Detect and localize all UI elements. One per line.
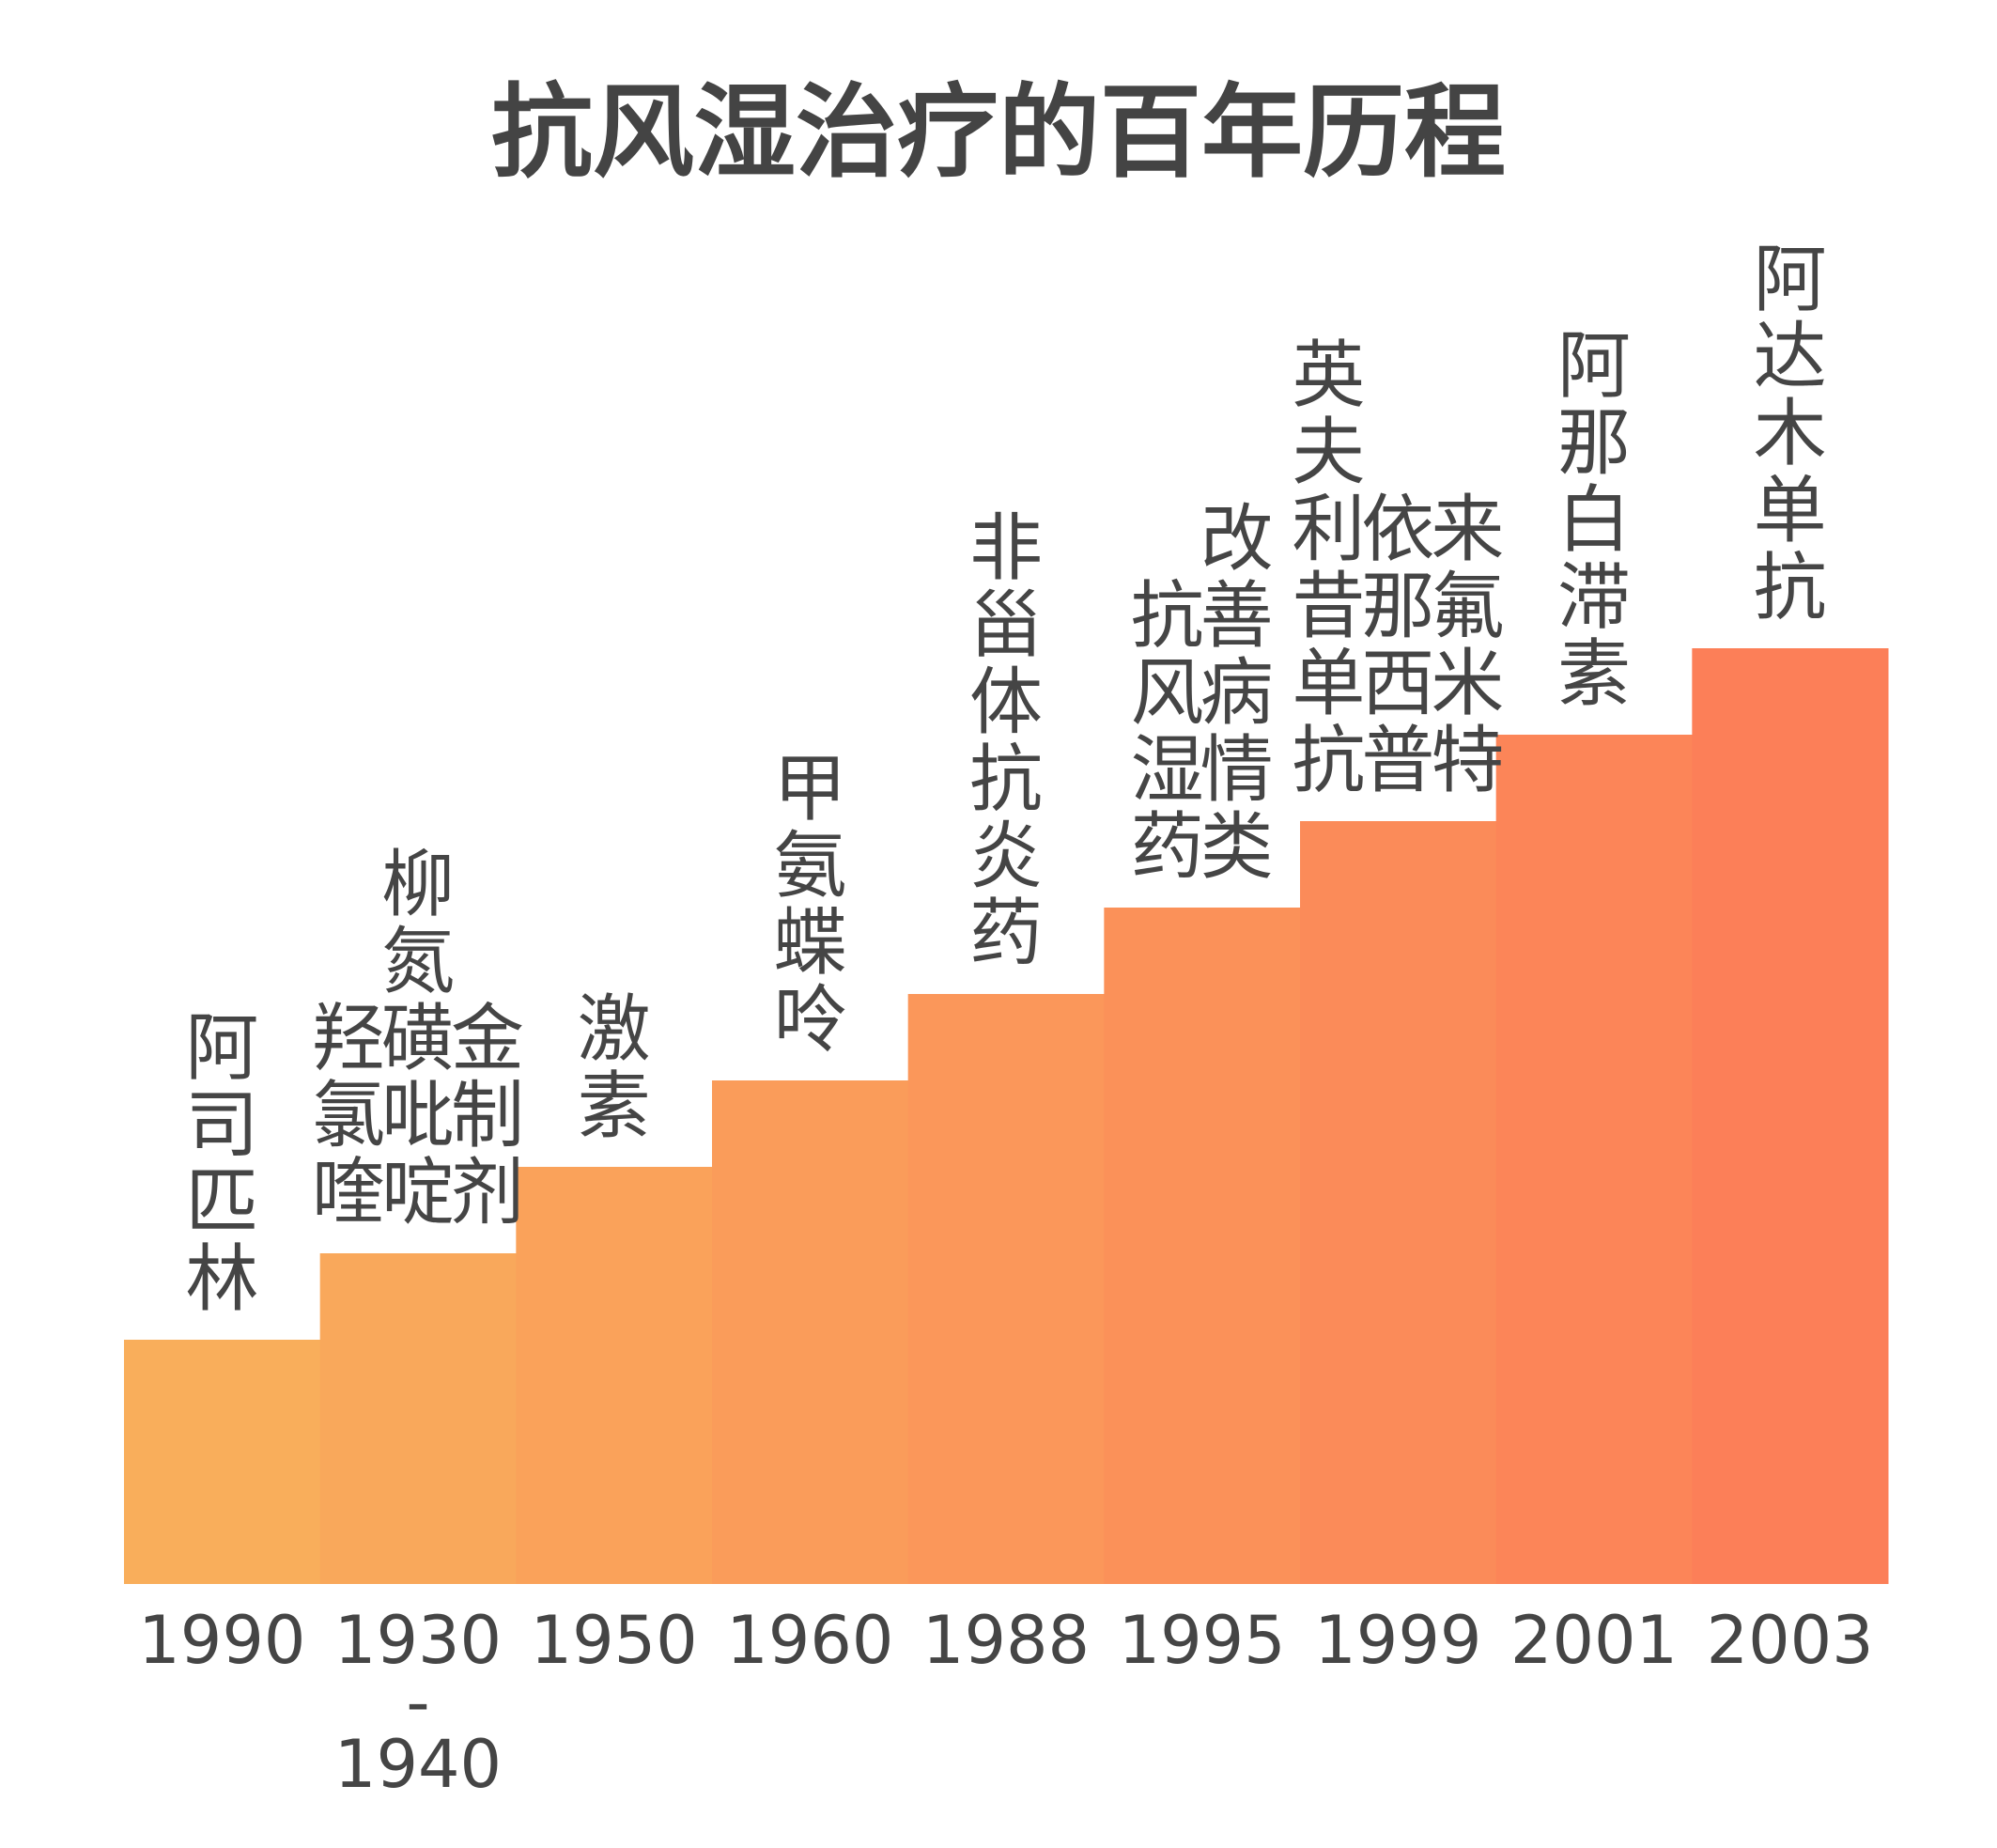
annotation-8-col-0: 阿达木单抗	[1754, 238, 1827, 630]
x-tick-label-2: 1950	[531, 1602, 698, 1679]
annotation-6-col-2: 来氟米特	[1431, 488, 1504, 803]
bar-0	[124, 1340, 321, 1584]
annotation-8: 阿达木单抗	[1754, 238, 1827, 630]
annotation-2-col-0: 激素	[578, 987, 651, 1149]
annotation-4: 非甾体抗炎药	[969, 506, 1043, 976]
annotation-5-col-0: 抗风湿药	[1131, 574, 1204, 890]
x-tick-label-0: 1990	[138, 1602, 305, 1679]
annotation-7: 阿那白滞素	[1557, 324, 1631, 717]
bar-1	[319, 1253, 517, 1584]
annotation-7-col-0: 阿那白滞素	[1557, 324, 1631, 717]
annotation-0: 阿司匹林	[185, 1006, 258, 1322]
bar-8	[1692, 648, 1889, 1584]
x-tick-label-1: 1930 -1940	[334, 1602, 502, 1803]
annotation-1-col-0: 羟氯喹	[312, 997, 385, 1235]
bar-5	[1104, 908, 1301, 1584]
x-tick-labels: 1990 1930 -1940 1950 1960 1988 1995 1999 2001 200…	[138, 1602, 1873, 1803]
bar-2	[516, 1167, 713, 1584]
x-tick-label-3: 1960	[726, 1602, 893, 1679]
annotation-5-col-1: 改善病情类	[1200, 497, 1274, 890]
x-tick-label-8: 2003	[1707, 1602, 1874, 1679]
x-tick-label-7: 2001	[1510, 1602, 1678, 1679]
x-tick-label-4: 1988	[922, 1602, 1090, 1679]
x-tick-label-5: 1995	[1119, 1602, 1286, 1679]
bar-7	[1495, 735, 1693, 1584]
x-tick-label-6: 1999	[1314, 1602, 1481, 1679]
bars	[124, 648, 1889, 1584]
annotation-1-col-1: 柳氮磺吡啶	[381, 843, 455, 1235]
annotation-3-col-0: 甲氨蝶呤	[773, 747, 846, 1063]
bar-6	[1300, 821, 1497, 1584]
annotation-1-col-2: 金制剂	[451, 997, 524, 1235]
bar-4	[907, 994, 1105, 1584]
annotation-4-col-0: 非甾体抗炎药	[969, 506, 1043, 976]
annotation-3: 甲氨蝶呤	[773, 747, 846, 1063]
chart-title: 抗风湿治疗的百年历程	[491, 74, 1506, 192]
bar-3	[712, 1080, 909, 1584]
annotation-0-col-0: 阿司匹林	[185, 1006, 258, 1322]
annotation-6-col-1: 依那西普	[1361, 488, 1434, 803]
annotation-2: 激素	[578, 987, 651, 1149]
annotation-6-col-0: 英夫利昔单抗	[1292, 334, 1365, 803]
